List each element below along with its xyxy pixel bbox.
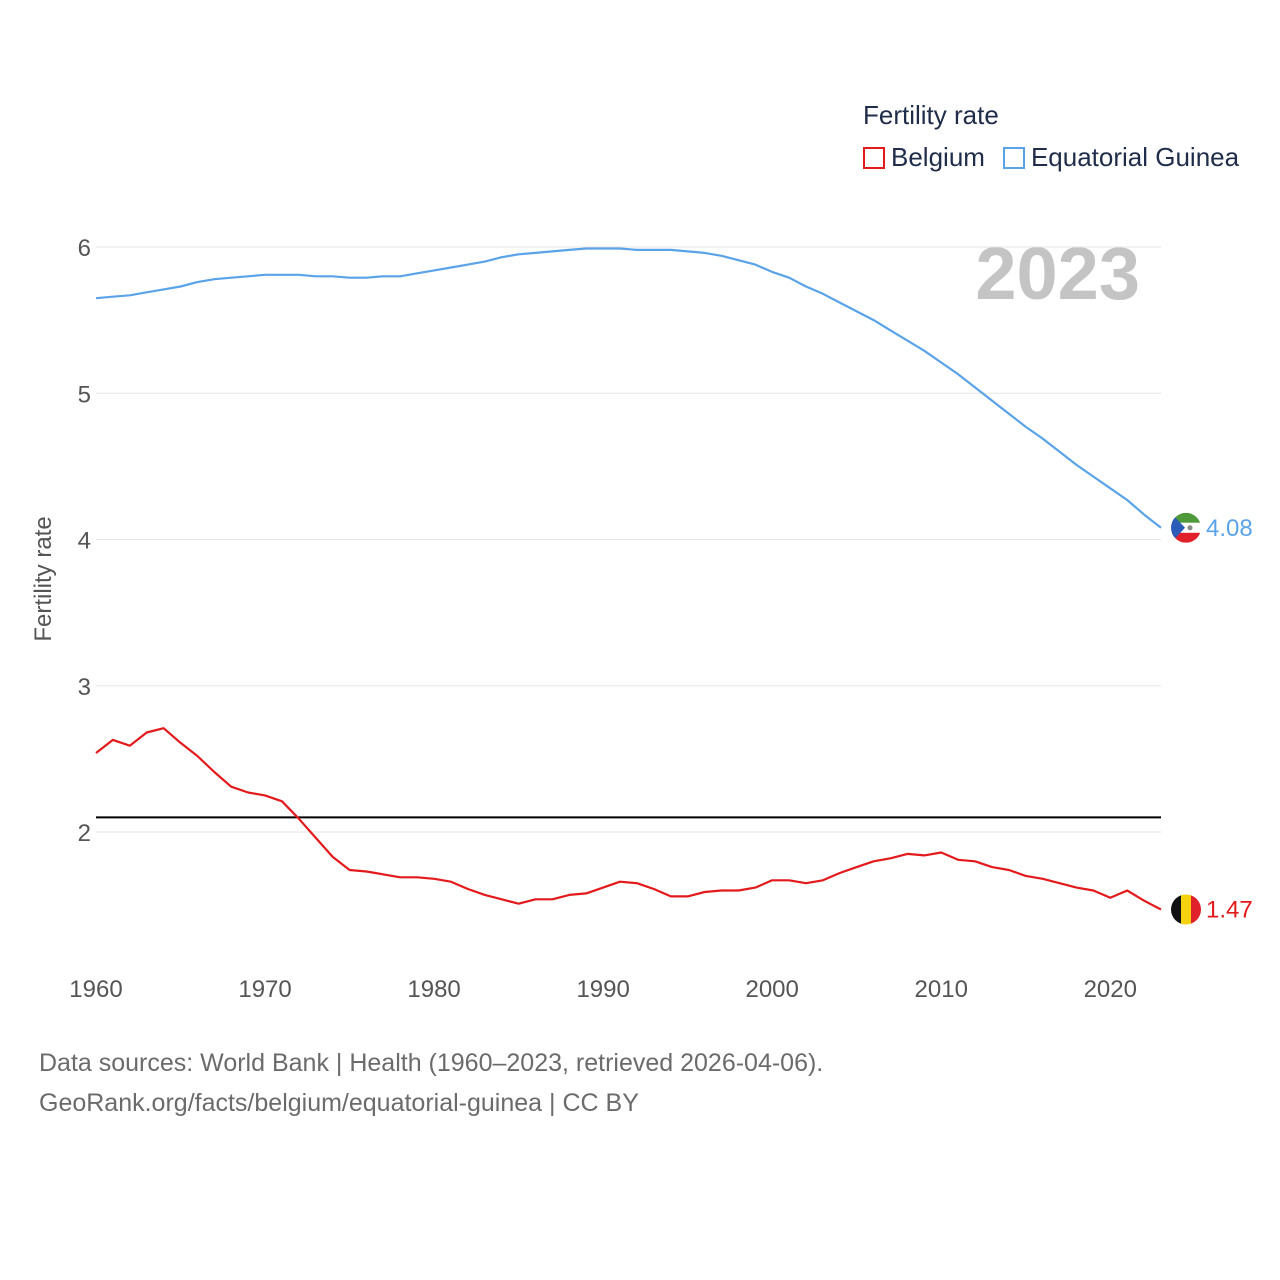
legend-item-equatorial-guinea[interactable]: Equatorial Guinea [1002,142,1240,173]
grid-lines: 2023 [96,232,1161,833]
y-tick-label: 2 [78,820,91,847]
y-axis-label: Fertility rate [30,516,57,641]
y-tick-label: 4 [78,528,91,555]
legend-item-belgium[interactable]: Belgium [863,142,985,173]
year-watermark: 2023 [975,232,1140,315]
end-labels: 1.47 4.08 [1171,512,1253,925]
y-tick-label: 5 [78,381,91,408]
end-value-label-equatorial-guinea: 4.08 [1206,515,1253,542]
x-tick-label: 1980 [407,976,460,1003]
legend-swatch-belgium [863,146,885,169]
footer-link[interactable]: GeoRank.org/facts/belgium/equatorial-gui… [39,1089,639,1117]
footer: Data sources: World Bank | Health (1960–… [39,1043,823,1123]
series-line-equatorial-guinea[interactable] [95,247,1162,529]
y-tick-label: 3 [78,674,91,701]
x-tick-label: 1970 [238,976,291,1003]
legend-label-equatorial-guinea: Equatorial Guinea [1030,142,1240,172]
series-line-belgium[interactable] [95,727,1162,911]
x-tick-label: 1990 [576,976,629,1003]
flag-equatorial-guinea-icon [1171,512,1201,543]
x-tick-label: 2000 [745,976,798,1003]
axes: 2 3 4 5 6 1960 1970 1980 1990 2000 2010 2020 Fertili… [30,235,1161,1003]
legend-label-belgium: Belgium [891,142,985,172]
legend-title: Fertility rate [863,100,999,130]
end-value-label-belgium: 1.47 [1206,897,1253,924]
series-lines [95,247,1162,911]
x-tick-label: 2020 [1084,976,1137,1003]
legend-swatch-equatorial-guinea [1002,146,1025,169]
footer-sources: Data sources: World Bank | Health (1960–… [39,1049,824,1077]
x-tick-label: 1960 [69,976,122,1003]
y-tick-label: 6 [78,235,91,262]
x-tick-label: 2010 [915,976,968,1003]
flag-belgium-icon [1171,894,1201,925]
legend: Belgium Equatorial Guinea [863,142,1257,173]
